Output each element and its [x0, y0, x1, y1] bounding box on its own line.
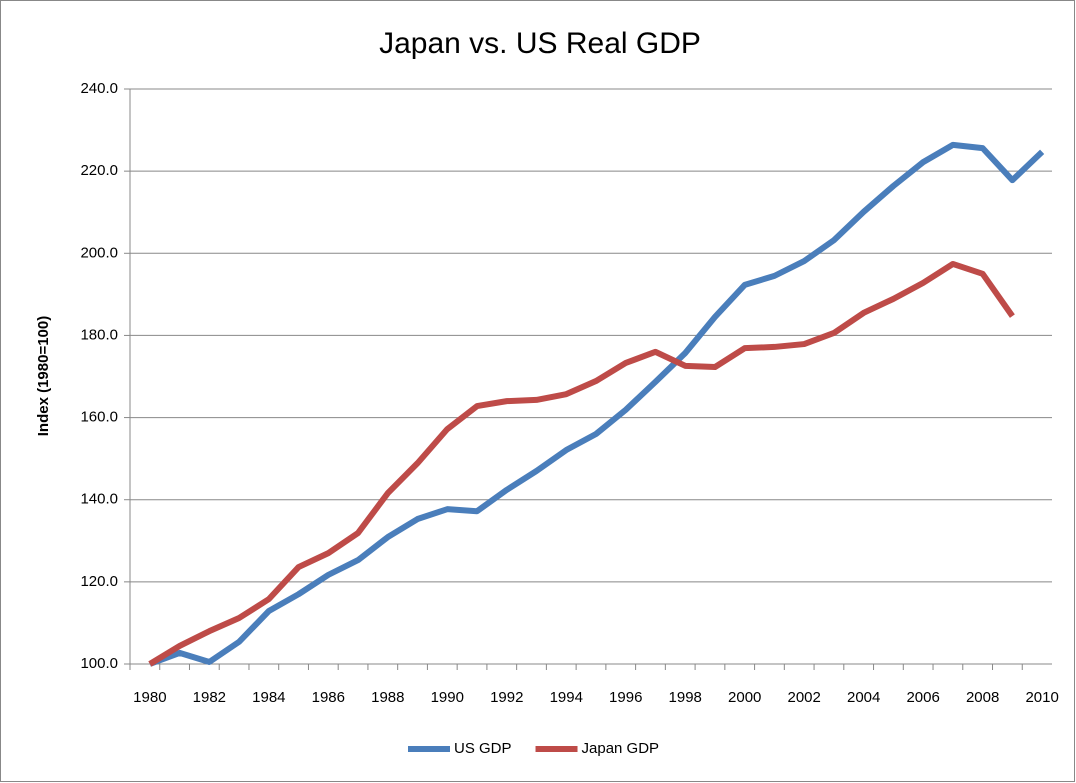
y-tick-label: 220.0 [80, 162, 118, 179]
x-tick-label: 1984 [252, 689, 285, 706]
y-tick-label: 160.0 [80, 409, 118, 426]
x-tick-label: 1980 [133, 689, 166, 706]
x-tick-label: 2006 [906, 689, 939, 706]
y-tick-label: 200.0 [80, 244, 118, 261]
x-tick-label: 1992 [490, 689, 523, 706]
x-tick-label: 1996 [609, 689, 642, 706]
y-tick-label: 180.0 [80, 326, 118, 343]
x-tick-label: 1990 [431, 689, 464, 706]
y-tick-label: 100.0 [80, 655, 118, 672]
line-series [148, 141, 1045, 667]
legend-label: Japan GDP [582, 740, 660, 757]
x-tick-label: 1998 [669, 689, 702, 706]
x-tick-label: 2004 [847, 689, 880, 706]
x-tick-label: 2008 [966, 689, 999, 706]
line-series [148, 260, 1015, 667]
x-tick-label: 1988 [371, 689, 404, 706]
chart-title: Japan vs. US Real GDP [379, 27, 701, 60]
y-tick-label: 120.0 [80, 573, 118, 590]
x-tick-label: 2002 [788, 689, 821, 706]
y-tick-label: 140.0 [80, 491, 118, 508]
x-tick-label: 2000 [728, 689, 761, 706]
legend-label: US GDP [454, 740, 512, 757]
x-tick-label: 1986 [312, 689, 345, 706]
x-tick-label: 1994 [550, 689, 583, 706]
x-tick-label: 1982 [193, 689, 226, 706]
y-tick-label: 240.0 [80, 80, 118, 97]
y-axis-title: Index (1980=100) [35, 316, 52, 437]
x-tick-label: 2010 [1025, 689, 1058, 706]
